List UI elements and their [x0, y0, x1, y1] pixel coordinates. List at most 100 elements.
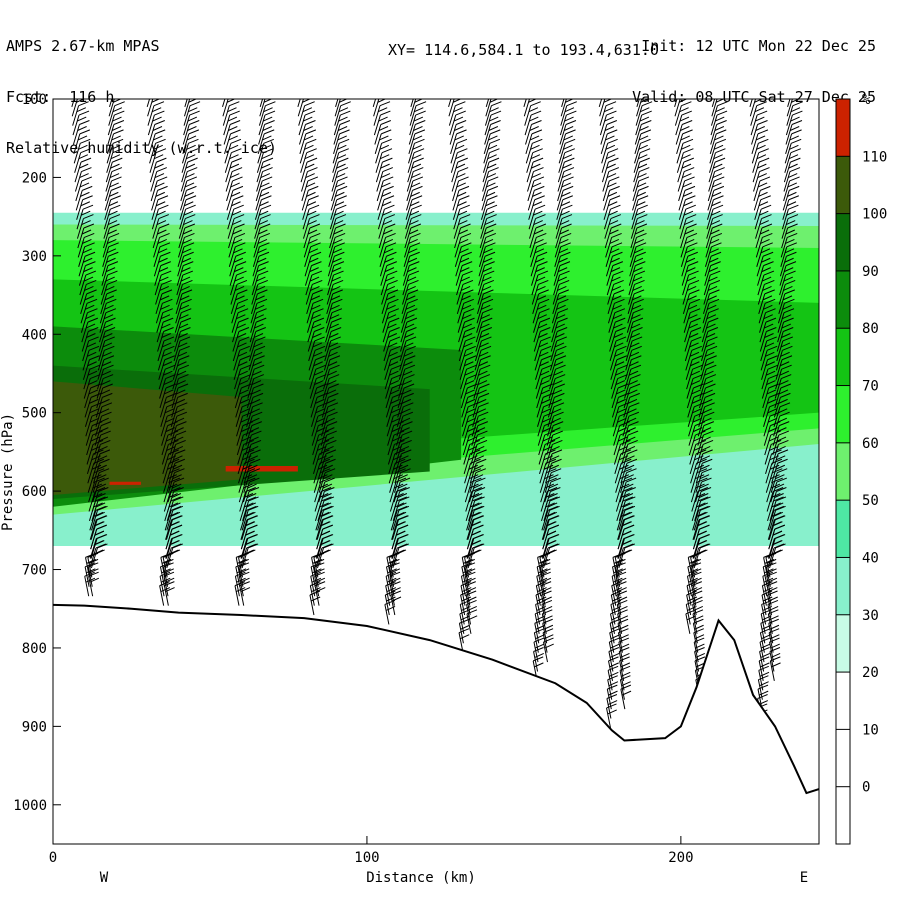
barb-flag: [399, 455, 409, 461]
barb-staff: [375, 152, 383, 173]
barb-staff: [704, 256, 712, 277]
barb-flag: [621, 690, 632, 696]
barb-staff: [753, 190, 761, 211]
barb-staff: [477, 274, 485, 296]
barb-staff: [300, 161, 308, 183]
barb-staff: [302, 209, 310, 230]
barb-flag: [99, 449, 111, 455]
barb-flag: [398, 464, 409, 470]
barb-flag: [452, 99, 462, 103]
barb-flag: [487, 163, 497, 169]
barb-flag: [758, 148, 769, 154]
barb-flag: [183, 220, 193, 226]
barb-staff: [315, 510, 323, 531]
barb-staff: [608, 321, 616, 343]
barb-flag: [778, 389, 789, 395]
barb-flag: [460, 232, 472, 238]
barb-flag: [712, 204, 724, 210]
barb-flag: [331, 286, 341, 291]
barb-flag: [768, 436, 779, 442]
barb-flag: [326, 430, 337, 436]
barb-flag: [465, 590, 477, 596]
barb-flag: [477, 421, 489, 427]
barb-flag: [184, 232, 195, 238]
barb-flag: [462, 333, 473, 338]
barb-flag: [467, 392, 478, 398]
barb-staff: [475, 331, 483, 352]
barb-staff: [681, 265, 689, 286]
barb-flag: [718, 83, 728, 87]
barb-flag: [308, 195, 319, 201]
barb-flag: [327, 402, 339, 408]
barb-flag: [341, 92, 351, 96]
barb-flag: [396, 521, 406, 527]
barb-staff: [255, 180, 263, 202]
barb-flag: [164, 581, 175, 587]
barb-flag: [185, 163, 196, 169]
barb-flag: [698, 502, 709, 508]
barb-staff: [160, 406, 168, 427]
barb-staff: [99, 303, 107, 324]
barb-flag: [325, 458, 336, 464]
barb-staff: [163, 491, 171, 512]
barb-staff: [404, 218, 412, 239]
barb-flag: [414, 129, 426, 135]
barb-flag: [611, 571, 623, 577]
barb-flag: [480, 345, 492, 351]
barb-staff: [303, 227, 311, 249]
barb-staff: [99, 321, 106, 343]
barb-flag: [705, 374, 717, 380]
barb-flag: [694, 624, 704, 630]
barb-staff: [628, 274, 636, 296]
barb-flag: [556, 345, 567, 351]
barb-flag: [710, 251, 722, 257]
barb-staff: [466, 510, 474, 531]
barb-flag: [533, 647, 544, 652]
barb-staff: [403, 256, 411, 277]
barb-flag: [326, 439, 337, 445]
barb-staff: [555, 209, 563, 230]
barb-flag: [533, 220, 543, 226]
barb-staff: [556, 199, 564, 220]
barb-staff: [758, 293, 766, 315]
barb-staff: [107, 114, 115, 136]
barb-flag: [414, 107, 424, 113]
barb-staff: [680, 227, 688, 249]
barb-flag: [763, 562, 774, 568]
barb-flag: [552, 398, 562, 404]
barb-staff: [751, 133, 759, 155]
barb-staff: [461, 397, 469, 418]
barb-staff: [80, 303, 88, 324]
barb-staff: [483, 133, 491, 155]
barb-flag: [699, 483, 709, 489]
barb-flag: [178, 374, 189, 380]
barb-flag: [695, 643, 705, 649]
barb-flag: [232, 176, 243, 182]
barb-flag: [156, 220, 167, 226]
barb-flag: [87, 552, 99, 558]
barb-staff: [153, 246, 161, 267]
barb-staff: [711, 99, 716, 107]
barb-flag: [758, 191, 768, 197]
barb-flag: [534, 628, 545, 634]
barb-flag: [770, 474, 780, 480]
barb-flag: [391, 596, 402, 602]
barb-flag: [380, 120, 391, 125]
barb-flag: [767, 599, 779, 605]
barb-flag: [100, 430, 111, 436]
barb-flag: [159, 232, 170, 238]
barb-flag: [315, 417, 326, 423]
barb-flag: [715, 99, 725, 103]
barb-flag: [562, 185, 574, 191]
barb-flag: [400, 468, 411, 474]
barb-staff: [468, 500, 476, 522]
barb-flag: [389, 317, 400, 323]
barb-flag: [253, 342, 263, 348]
barb-flag: [687, 562, 699, 568]
barb-flag: [170, 496, 181, 502]
barb-flag: [97, 455, 108, 461]
barb-staff: [535, 359, 542, 380]
colorbar-unit: %: [862, 92, 871, 108]
barb-flag: [787, 191, 797, 197]
barb-flag: [338, 157, 349, 163]
